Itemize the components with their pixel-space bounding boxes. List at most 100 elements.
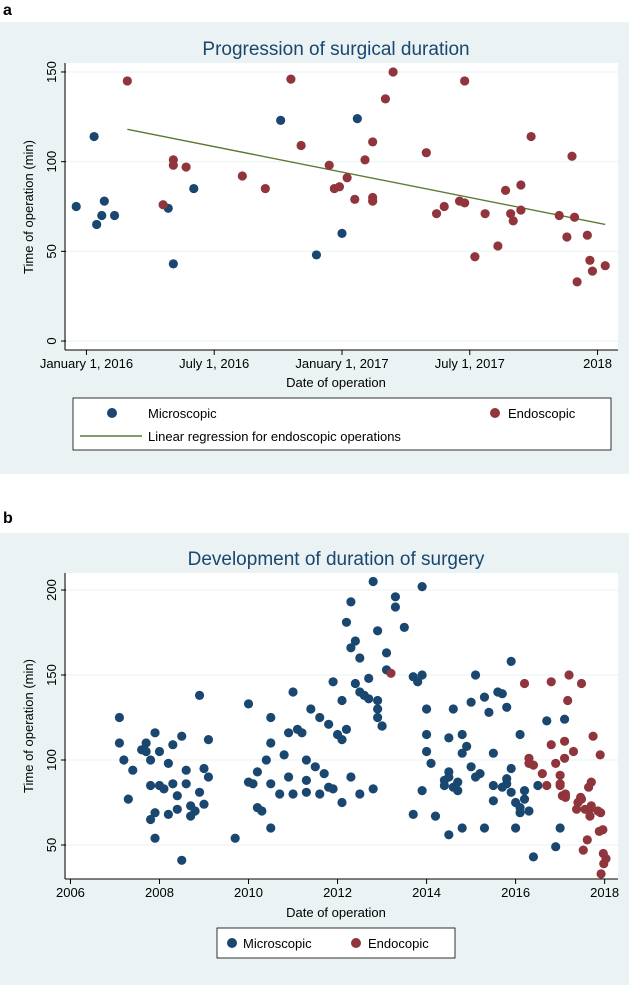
microscopic-point (199, 763, 209, 774)
endocopic-point (537, 769, 547, 779)
endoscopic-point (260, 183, 270, 194)
microscopic-point (373, 712, 383, 723)
b-y-tick-label: 200 (44, 579, 59, 601)
b-x-tick-label: 2018 (590, 885, 619, 900)
panel-a-title: Progression of surgical duration (202, 39, 469, 60)
legend-endoscopic-label: Endoscopic (508, 406, 576, 421)
microscopic-point (479, 692, 490, 702)
endoscopic-point (431, 209, 442, 219)
microscopic-point (355, 789, 365, 799)
b-y-tick-label: 150 (44, 664, 59, 686)
microscopic-point (502, 779, 512, 789)
endocopic-point (559, 736, 570, 746)
endoscopic-point (587, 266, 598, 276)
legend-microscopic-marker (107, 408, 117, 418)
microscopic-point (319, 769, 329, 779)
microscopic-point (301, 775, 311, 786)
microscopic-point (506, 763, 516, 774)
a-y-tick-label: 50 (44, 244, 59, 258)
microscopic-point (172, 791, 182, 801)
endocopic-point (551, 758, 561, 769)
legend-endoscopic-marker (490, 408, 500, 418)
panel-a-x-label: Date of operation (286, 375, 386, 390)
microscopic-point (479, 823, 490, 833)
endoscopic-point (368, 137, 378, 147)
microscopic-point (297, 728, 307, 738)
microscopic-point (457, 729, 467, 740)
legend-b-endocopic-label: Endocopic (368, 936, 429, 951)
endoscopic-point (181, 162, 191, 172)
legend-b-microscopic-marker (227, 938, 237, 948)
a-x-tick-label: January 1, 2017 (295, 356, 388, 371)
panel-a-legend (72, 397, 612, 451)
b-x-tick-label: 2016 (501, 885, 530, 900)
microscopic-point (89, 131, 99, 142)
microscopic-point (337, 695, 347, 706)
microscopic-point (542, 716, 552, 726)
microscopic-point (364, 673, 374, 684)
microscopic-point (515, 808, 525, 818)
microscopic-point (172, 804, 182, 814)
microscopic-point (373, 626, 383, 636)
microscopic-point (181, 779, 191, 789)
microscopic-point (203, 735, 214, 745)
a-x-tick-label: July 1, 2017 (435, 356, 505, 371)
microscopic-point (252, 767, 263, 777)
microscopic-point (417, 786, 427, 796)
b-x-tick-label: 2012 (323, 885, 352, 900)
microscopic-point (266, 738, 276, 748)
microscopic-point (528, 852, 539, 862)
microscopic-point (288, 789, 298, 799)
microscopic-point (470, 670, 481, 680)
endocopic-point (559, 753, 570, 763)
a-x-tick-label: July 1, 2016 (179, 356, 249, 371)
panel-a-ticks: 0 50 100 150 January 1, 2016 July 1, 2016 Janu… (40, 61, 612, 371)
panel-b-legend (216, 927, 456, 959)
endoscopic-point (493, 241, 503, 251)
microscopic-point (497, 689, 507, 699)
microscopic-point (97, 210, 107, 221)
endoscopic-point (439, 201, 449, 212)
microscopic-point (506, 787, 516, 797)
microscopic-point (261, 755, 271, 765)
microscopic-point (190, 806, 200, 816)
microscopic-point (352, 114, 362, 124)
microscopic-point (114, 738, 125, 748)
endocopic-point (582, 835, 592, 845)
microscopic-point (283, 728, 294, 738)
microscopic-point (150, 808, 160, 818)
microscopic-point (279, 750, 289, 760)
endocopic-point (586, 777, 596, 787)
endoscopic-point (460, 198, 470, 208)
panel-a-letter: a (3, 2, 12, 19)
panel-a-plot-area (66, 63, 618, 350)
microscopic-point (145, 780, 156, 791)
endocopic-point (519, 678, 530, 689)
microscopic-point (301, 755, 311, 765)
microscopic-point (488, 780, 498, 791)
microscopic-point (177, 855, 187, 865)
panel-a-y-label: Time of operation (min) (21, 140, 36, 274)
endocopic-point (560, 792, 571, 803)
microscopic-point (390, 602, 401, 612)
microscopic-point (426, 758, 436, 769)
microscopic-point (506, 656, 516, 667)
endocopic-point (596, 808, 606, 818)
panel-a-regression (127, 128, 606, 226)
endoscopic-point (237, 171, 247, 181)
panel-b-points (114, 576, 611, 879)
microscopic-point (128, 765, 138, 775)
endoscopic-point (342, 173, 352, 183)
endoscopic-point (585, 255, 595, 265)
microscopic-point (444, 830, 454, 840)
microscopic-point (421, 746, 432, 757)
microscopic-point (337, 735, 347, 745)
microscopic-point (145, 755, 156, 765)
microscopic-point (457, 823, 467, 833)
microscopic-point (515, 729, 525, 740)
b-x-tick-label: 2010 (234, 885, 263, 900)
endoscopic-point (122, 76, 132, 86)
endoscopic-point (168, 160, 178, 170)
panel-b-letter: b (3, 510, 13, 527)
microscopic-point (373, 695, 383, 706)
